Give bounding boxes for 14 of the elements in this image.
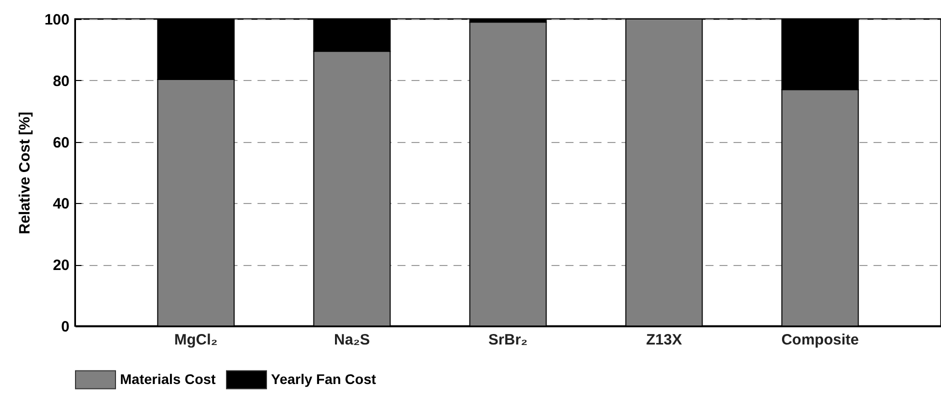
y-tick-label: 60: [52, 134, 70, 152]
legend-label: Materials Cost: [120, 370, 216, 387]
y-tick-label: 0: [61, 318, 70, 336]
x-tick-label: Z13X: [646, 332, 682, 348]
x-tick-label: SrBr₂: [488, 332, 528, 348]
x-tick-label: Composite: [781, 332, 859, 348]
x-tick-label: Na₂S: [334, 332, 370, 348]
y-tick-label: 20: [52, 257, 70, 274]
y-tick-label: 80: [52, 72, 70, 90]
legend-label: Yearly Fan Cost: [271, 370, 376, 387]
y-tick-label: 100: [44, 12, 70, 28]
x-tick-label: MgCl₂: [174, 332, 218, 348]
y-axis-title: Relative Cost [%]: [16, 112, 34, 234]
y-tick-label: 40: [52, 196, 70, 213]
